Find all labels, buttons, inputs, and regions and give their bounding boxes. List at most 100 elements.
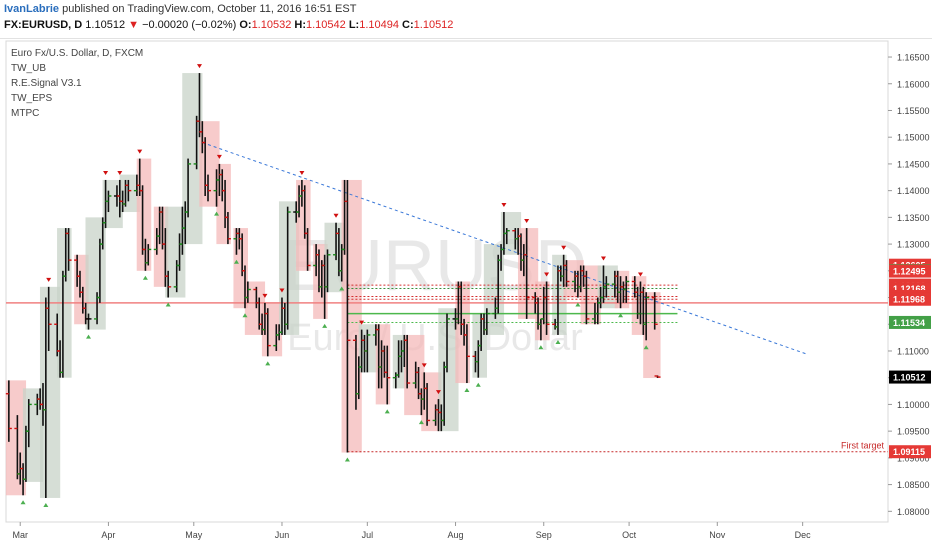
price-label-box bbox=[889, 315, 931, 329]
sell-signal-icon bbox=[137, 149, 143, 154]
price-label-text: 1.11534 bbox=[893, 318, 925, 328]
buy-signal-icon bbox=[86, 334, 92, 339]
y-tick-label: 1.16000 bbox=[897, 79, 930, 89]
buy-signal-icon bbox=[618, 313, 624, 318]
buy-signal-icon bbox=[643, 345, 649, 350]
x-tick-label: Aug bbox=[448, 530, 464, 540]
low-label: L: bbox=[348, 19, 360, 31]
buy-signal-icon bbox=[418, 420, 424, 425]
buy-signal-icon bbox=[555, 339, 561, 344]
sell-signal-icon bbox=[544, 272, 550, 277]
publication-line: IvanLabrie published on TradingView.com,… bbox=[4, 3, 356, 15]
legend-indicator[interactable]: R.E.Signal V3.1 bbox=[11, 78, 82, 89]
y-tick-label: 1.08500 bbox=[897, 480, 930, 490]
price-label-box bbox=[889, 292, 931, 306]
buy-signal-icon bbox=[214, 211, 220, 216]
open-value: 1.10532 bbox=[251, 19, 292, 31]
buy-signal-icon bbox=[538, 345, 544, 350]
y-tick-label: 1.11000 bbox=[897, 346, 929, 356]
sell-signal-icon bbox=[333, 213, 339, 218]
sell-signal-icon bbox=[561, 245, 567, 250]
x-tick-label: Oct bbox=[622, 530, 637, 540]
x-tick-label: Sep bbox=[536, 530, 552, 540]
y-tick-label: 1.14500 bbox=[897, 159, 930, 169]
buy-signal-icon bbox=[339, 286, 345, 291]
sell-signal-icon bbox=[216, 154, 222, 159]
quote-line: FX:EURUSD, D 1.10512 ▼ −0.00020 (−0.02%)… bbox=[4, 19, 453, 31]
signal-box bbox=[216, 163, 231, 245]
legend-instrument[interactable]: Euro Fx/U.S. Dollar, D, FXCM bbox=[11, 48, 144, 59]
buy-signal-icon bbox=[265, 361, 271, 366]
x-tick-label: Mar bbox=[12, 530, 28, 540]
signal-box bbox=[296, 179, 311, 271]
x-tick-label: Dec bbox=[795, 530, 812, 540]
y-tick-label: 1.08000 bbox=[897, 507, 930, 517]
price-label-text: 1.09115 bbox=[893, 447, 925, 457]
y-tick-label: 1.09500 bbox=[897, 427, 930, 437]
buy-signal-icon bbox=[575, 302, 581, 307]
symbol-label[interactable]: FX:EURUSD, D bbox=[4, 19, 83, 31]
sell-signal-icon bbox=[262, 293, 268, 298]
sell-signal-icon bbox=[435, 390, 441, 395]
x-tick-label: Jul bbox=[362, 530, 374, 540]
y-tick-label: 1.09000 bbox=[897, 453, 930, 463]
sell-signal-icon bbox=[600, 256, 606, 261]
signal-box bbox=[375, 324, 391, 405]
sell-signal-icon bbox=[501, 203, 507, 208]
watermark-name: Euro / U.S. Dollar bbox=[287, 317, 583, 359]
price-label-text: 1.10512 bbox=[893, 373, 926, 383]
buy-signal-icon bbox=[475, 382, 481, 387]
sell-signal-icon bbox=[103, 170, 109, 175]
sell-signal-icon bbox=[524, 219, 530, 224]
signal-box bbox=[535, 281, 550, 341]
low-value: 1.10494 bbox=[359, 19, 399, 31]
buy-signal-icon bbox=[165, 302, 171, 307]
buy-signal-icon bbox=[464, 388, 470, 393]
price-label-text: 1.12168 bbox=[893, 284, 926, 294]
down-arrow-icon: ▼ bbox=[128, 19, 140, 31]
buy-signal-icon bbox=[242, 313, 248, 318]
price-label-box bbox=[889, 370, 931, 384]
high-label: H: bbox=[294, 19, 306, 31]
last-price: 1.10512 bbox=[85, 19, 126, 31]
x-tick-label: May bbox=[185, 530, 203, 540]
buy-signal-icon bbox=[43, 502, 49, 507]
price-label-text: 1.12495 bbox=[893, 267, 926, 277]
published-text: published on TradingView.com, October 11… bbox=[62, 3, 357, 15]
open-label: O: bbox=[239, 19, 252, 31]
sell-signal-icon bbox=[637, 272, 643, 277]
buy-signal-icon bbox=[20, 500, 26, 505]
plot-frame bbox=[5, 40, 889, 523]
price-label-text: 1.11968 bbox=[893, 295, 925, 305]
signal-box bbox=[136, 158, 152, 271]
legend-indicator[interactable]: MTPC bbox=[11, 108, 40, 119]
close-value: 1.10512 bbox=[413, 19, 454, 31]
sell-signal-icon bbox=[279, 288, 285, 293]
sell-signal-icon bbox=[196, 64, 202, 69]
y-tick-label: 1.10000 bbox=[897, 400, 930, 410]
chart-header: IvanLabrie published on TradingView.com,… bbox=[0, 0, 932, 39]
buy-signal-icon bbox=[344, 457, 350, 462]
x-tick-label: Jun bbox=[275, 530, 290, 540]
signal-box bbox=[278, 201, 300, 335]
price-label-box bbox=[889, 445, 931, 459]
first-target-label: First target bbox=[841, 441, 885, 451]
buy-signal-icon bbox=[233, 259, 239, 264]
sell-signal-icon bbox=[117, 170, 123, 175]
legend-indicator[interactable]: TW_UB bbox=[11, 63, 46, 74]
high-value: 1.10542 bbox=[306, 19, 346, 31]
author-link[interactable]: IvanLabrie bbox=[4, 3, 60, 15]
y-tick-label: 1.14000 bbox=[897, 186, 930, 196]
legend-indicator[interactable]: TW_EPS bbox=[11, 93, 53, 104]
price-change: −0.00020 (−0.02%) bbox=[142, 19, 237, 31]
buy-signal-icon bbox=[384, 409, 390, 414]
y-tick-label: 1.13500 bbox=[897, 213, 930, 223]
chart-legend: Euro Fx/U.S. Dollar, D, FXCM TW_UB R.E.S… bbox=[11, 46, 143, 121]
sell-signal-icon bbox=[46, 277, 52, 282]
x-tick-label: Apr bbox=[101, 530, 115, 540]
y-tick-label: 1.15000 bbox=[897, 133, 930, 143]
y-tick-label: 1.15500 bbox=[897, 106, 930, 116]
y-tick-label: 1.13000 bbox=[897, 240, 930, 250]
sell-signal-icon bbox=[421, 363, 427, 368]
